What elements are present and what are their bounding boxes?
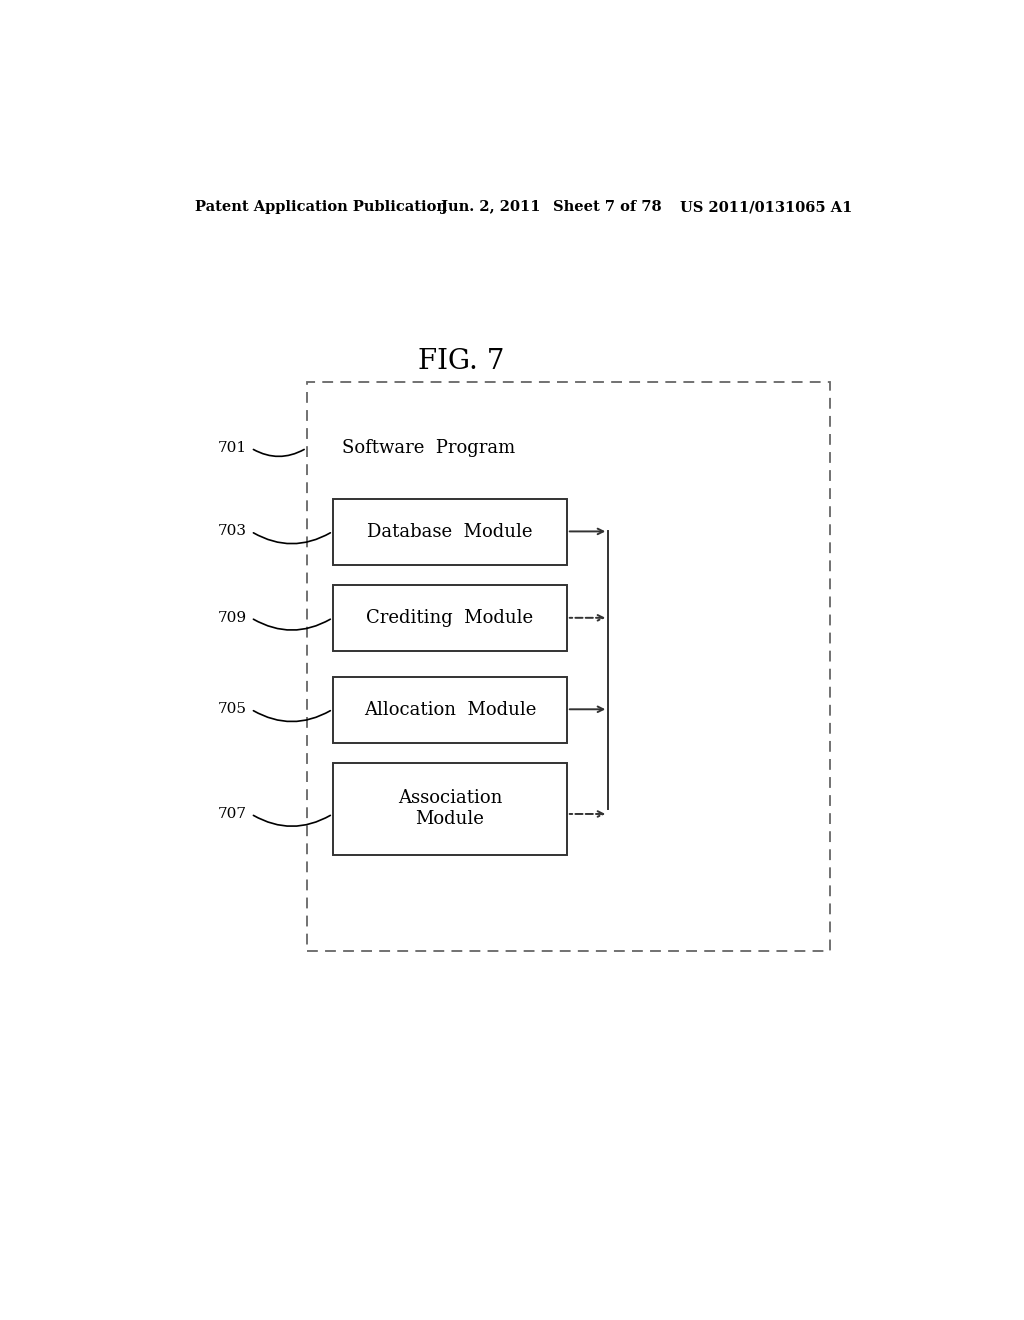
Bar [333,763,567,854]
Text: Jun. 2, 2011: Jun. 2, 2011 [441,201,541,214]
Text: 705: 705 [218,702,247,717]
Text: 707: 707 [218,807,247,821]
Text: Association
Module: Association Module [397,789,502,828]
Bar [333,677,567,743]
Bar [333,585,567,651]
Text: Database  Module: Database Module [367,523,532,541]
Text: Allocation  Module: Allocation Module [364,701,536,719]
Text: FIG. 7: FIG. 7 [418,348,505,375]
Bar [333,499,567,565]
Text: US 2011/0131065 A1: US 2011/0131065 A1 [680,201,852,214]
Text: Crediting  Module: Crediting Module [367,610,534,627]
Text: 703: 703 [218,524,247,539]
Text: Software  Program: Software Program [342,440,515,457]
Bar [306,381,830,952]
Text: Sheet 7 of 78: Sheet 7 of 78 [553,201,662,214]
Text: 701: 701 [218,441,247,455]
Text: Patent Application Publication: Patent Application Publication [196,201,447,214]
Text: 709: 709 [218,611,247,624]
